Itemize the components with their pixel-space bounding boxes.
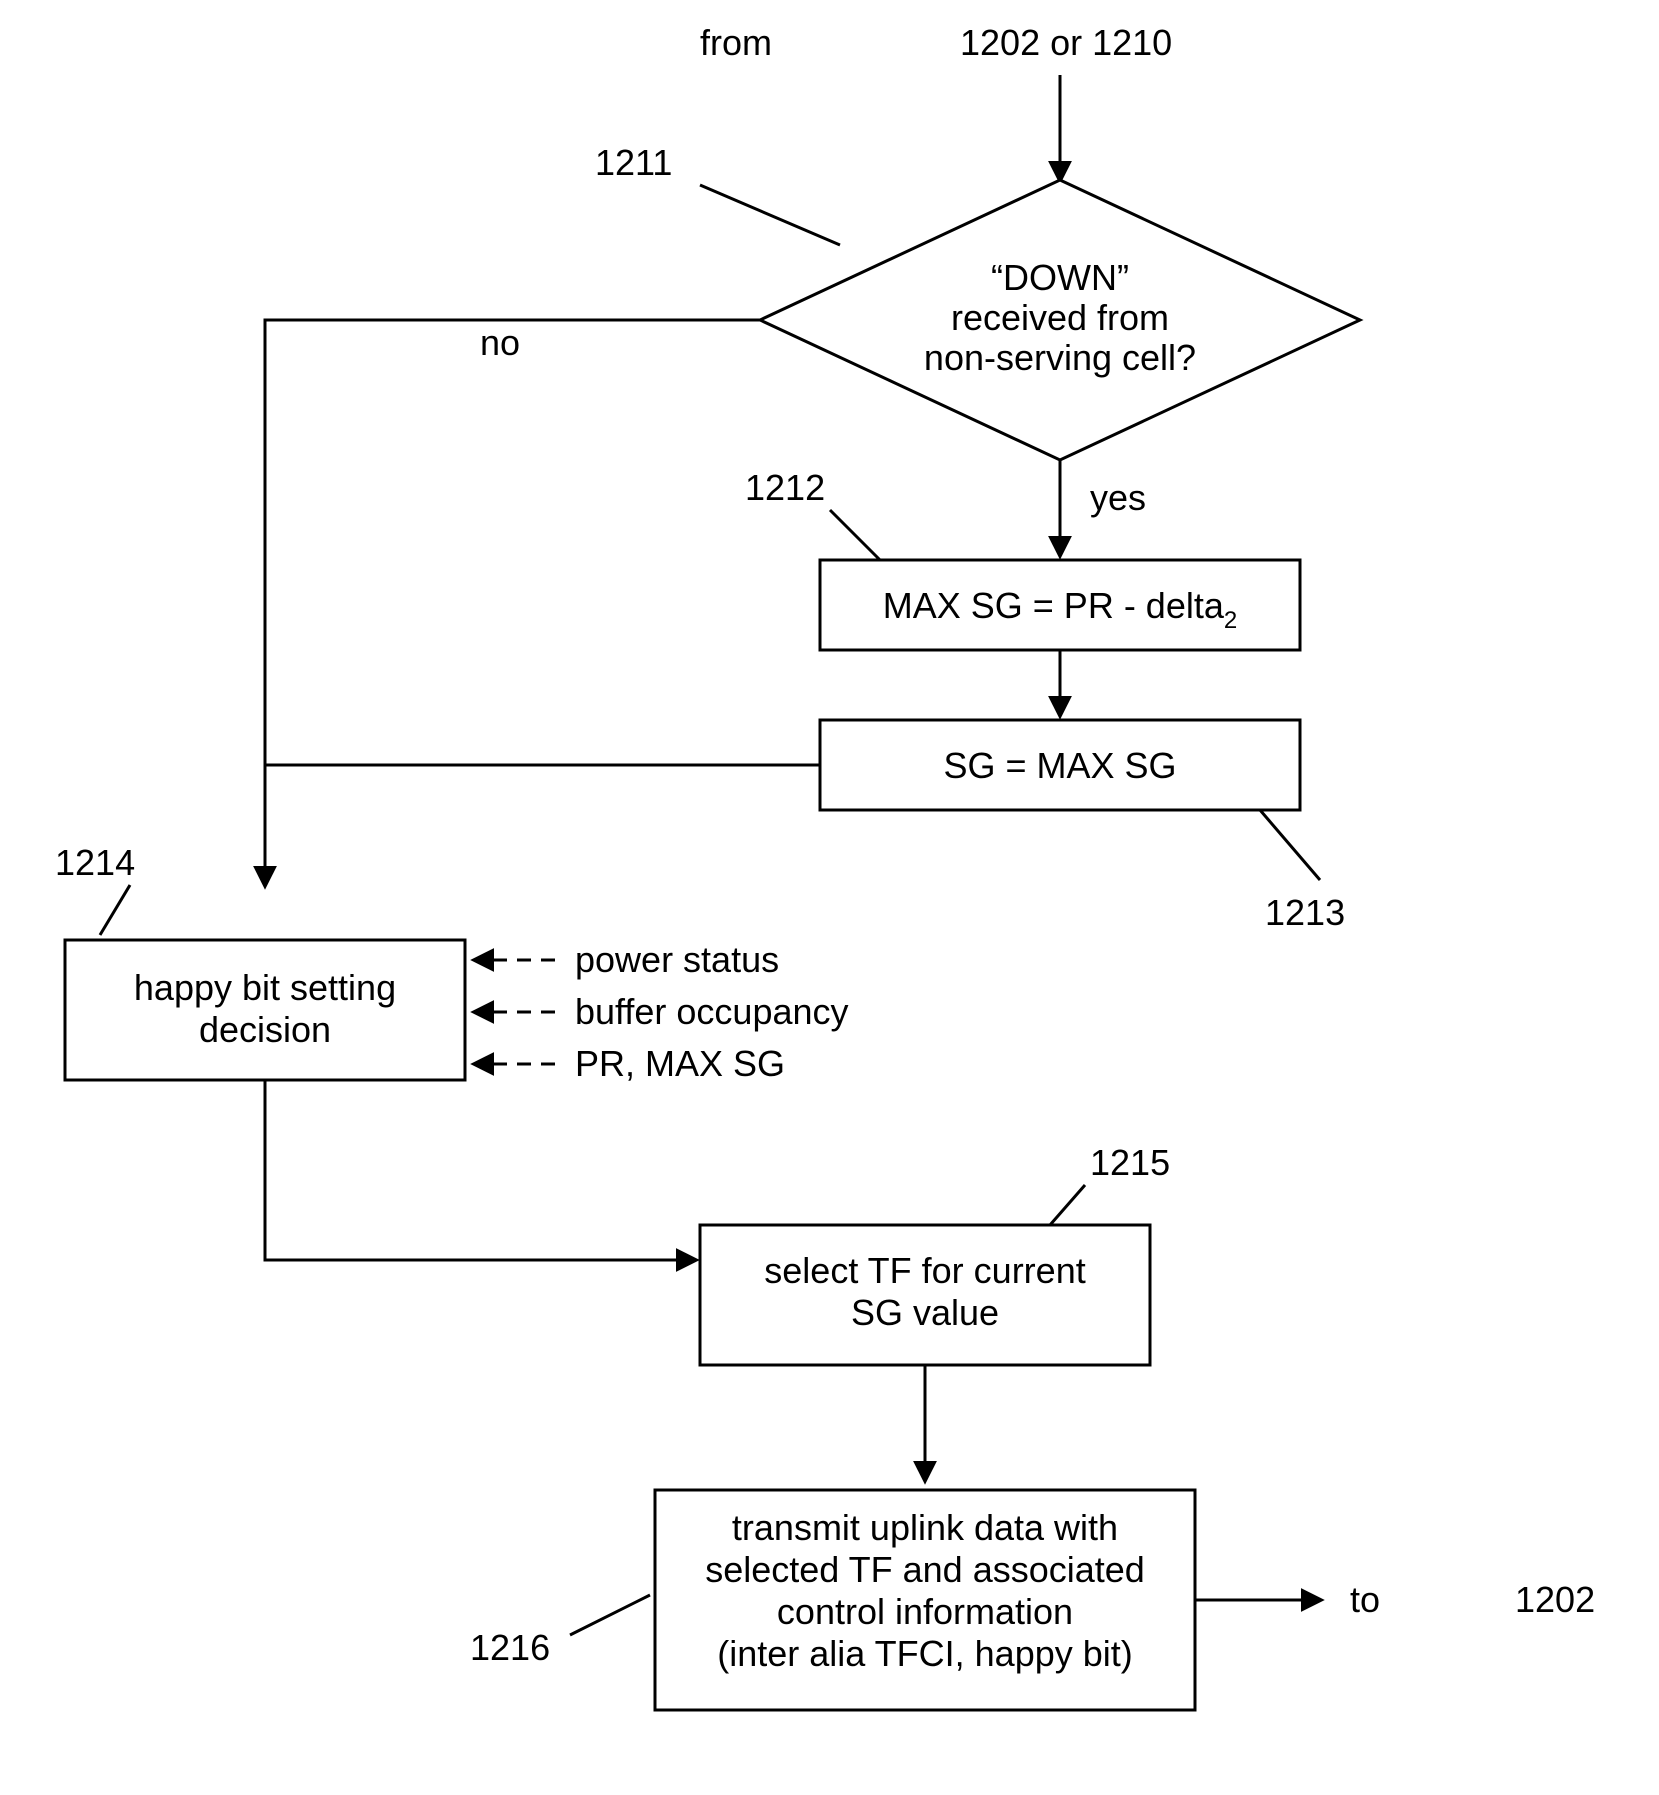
decision-line1: “DOWN” <box>991 257 1129 298</box>
edge-no <box>265 320 760 885</box>
ref-1215: 1215 <box>1090 1142 1170 1183</box>
decision-line2: received from <box>951 297 1169 338</box>
from-label: from <box>700 22 772 63</box>
input-buffer: buffer occupancy <box>575 991 849 1032</box>
to-ref-label: 1202 <box>1515 1579 1595 1620</box>
box-1216-line2: selected TF and associated <box>705 1549 1145 1590</box>
input-power: power status <box>575 939 779 980</box>
leader-1214 <box>100 885 130 935</box>
yes-label: yes <box>1090 477 1146 518</box>
box-1215-line2: SG value <box>851 1292 999 1333</box>
decision-line3: non-serving cell? <box>924 337 1196 378</box>
leader-1212 <box>830 510 880 560</box>
box-1216-line3: control information <box>777 1591 1073 1632</box>
leader-1215 <box>1050 1185 1085 1225</box>
from-ref-label: 1202 or 1210 <box>960 22 1172 63</box>
box-1216-line4: (inter alia TFCI, happy bit) <box>717 1633 1133 1674</box>
ref-1216: 1216 <box>470 1627 550 1668</box>
no-label: no <box>480 322 520 363</box>
to-label: to <box>1350 1579 1380 1620</box>
box-1214-line1: happy bit setting <box>134 967 396 1008</box>
ref-1213: 1213 <box>1265 892 1345 933</box>
leader-1213 <box>1260 810 1320 880</box>
box-1216-line1: transmit uplink data with <box>732 1507 1118 1548</box>
ref-1212: 1212 <box>745 467 825 508</box>
input-pr: PR, MAX SG <box>575 1043 785 1084</box>
box-1214-line2: decision <box>199 1009 331 1050</box>
ref-1211: 1211 <box>595 142 672 183</box>
ref-1214: 1214 <box>55 842 135 883</box>
edge-1213-merge <box>265 765 820 885</box>
leader-1216 <box>570 1595 650 1635</box>
edge-1214-1215 <box>265 1080 695 1260</box>
box-1215-line1: select TF for current <box>764 1250 1085 1291</box>
leader-1211 <box>700 185 840 245</box>
box-1213-text: SG = MAX SG <box>943 745 1176 786</box>
flowchart: from 1202 or 1210 “DOWN” received from n… <box>0 0 1659 1795</box>
